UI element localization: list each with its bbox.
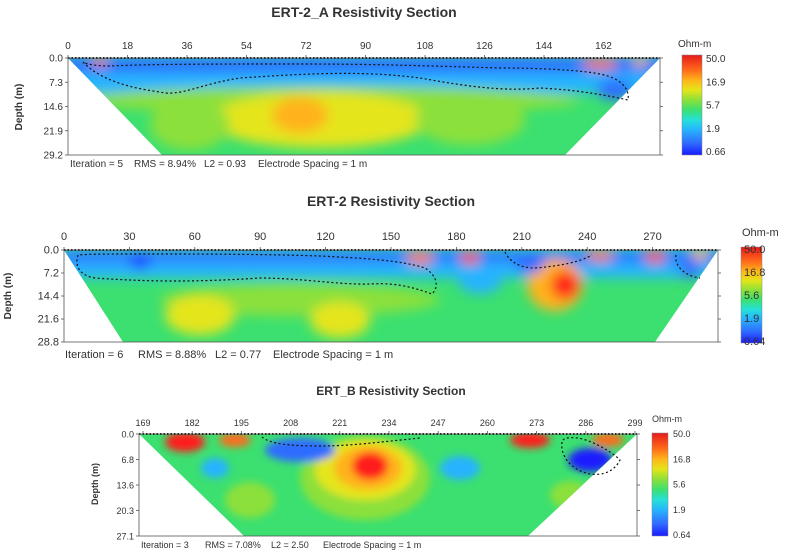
x-tick-label: 273	[529, 418, 544, 428]
x-tick-label: 221	[332, 418, 347, 428]
x-tick-label: 234	[381, 418, 396, 428]
colorbar: Ohm-m 50.0 16.8 5.6 1.9 0.64	[651, 414, 691, 540]
y-tick-label: 21.6	[38, 314, 59, 326]
colorbar-tick-label: 50.0	[744, 244, 765, 256]
x-tick-label: 0	[61, 231, 67, 243]
y-axis-label: Depth (m)	[3, 273, 14, 320]
colorbar-tick-label: 16.8	[744, 267, 765, 279]
x-tick-label: 208	[283, 418, 298, 428]
colorbar-tick-label: 5.6	[673, 480, 686, 490]
y-tick-label: 14.4	[38, 291, 59, 303]
iteration-label: Iteration = 6	[65, 349, 123, 361]
iteration-label: Iteration = 5	[70, 159, 124, 170]
x-tick-label: 299	[627, 418, 642, 428]
x-tick-label: 30	[123, 231, 135, 243]
y-axis-label: Depth (m)	[14, 84, 25, 131]
electrode-spacing-label: Electrode Spacing = 1 m	[258, 159, 367, 170]
rms-label: RMS = 8.94%	[134, 159, 196, 170]
axis-ticks: 0 18 36 54 72 90 108 126 144 162 0.0 7.3 14.6 21.9 29.…	[44, 41, 663, 162]
chart-title: ERT-2_A Resistivity Section	[271, 4, 456, 20]
resistivity-image	[139, 434, 637, 536]
x-tick-label: 210	[513, 231, 531, 243]
x-tick-label: 247	[431, 418, 446, 428]
x-tick-label: 36	[181, 41, 193, 52]
colorbar-tick-label: 0.64	[744, 336, 765, 348]
x-tick-label: 108	[417, 41, 434, 52]
x-tick-label: 18	[122, 41, 134, 52]
electrode-spacing-label: Electrode Spacing = 1 m	[273, 349, 393, 361]
x-tick-label: 180	[447, 231, 465, 243]
colorbar-tick-label: 0.64	[673, 530, 691, 540]
colorbar-tick-label: 1.9	[673, 505, 686, 515]
x-tick-label: 72	[300, 41, 312, 52]
y-tick-label: 7.3	[49, 78, 63, 89]
y-tick-label: 28.8	[38, 337, 59, 349]
x-tick-label: 150	[382, 231, 400, 243]
y-tick-label: 7.2	[44, 268, 59, 280]
colorbar-unit: Ohm-m	[652, 414, 682, 424]
y-tick-label: 14.6	[44, 102, 64, 113]
y-tick-label: 0.0	[49, 54, 63, 65]
colorbar-tick-label: 50.0	[706, 54, 726, 65]
x-tick-label: 260	[480, 418, 495, 428]
x-tick-label: 60	[189, 231, 201, 243]
colorbar-tick-label: 5.6	[744, 290, 759, 302]
x-tick-label: 126	[476, 41, 493, 52]
l2-label: L2 = 2.50	[271, 540, 309, 550]
footer: Iteration = 5 RMS = 8.94% L2 = 0.93 Elec…	[70, 159, 367, 170]
colorbar-tick-label: 1.9	[706, 124, 720, 135]
x-tick-label: 54	[241, 41, 253, 52]
x-tick-label: 270	[643, 231, 661, 243]
y-tick-label: 29.2	[44, 151, 64, 162]
colorbar-unit: Ohm-m	[678, 39, 711, 50]
chart-title: ERT-2 Resistivity Section	[307, 193, 475, 209]
colorbar-tick-label: 1.9	[744, 313, 759, 325]
footer: Iteration = 3 RMS = 7.08% L2 = 2.50 Elec…	[141, 540, 421, 550]
y-tick-label: 0.0	[121, 430, 134, 440]
y-tick-label: 21.9	[44, 126, 64, 137]
y-tick-label: 13.6	[116, 481, 134, 491]
y-tick-label: 6.8	[121, 455, 134, 465]
rms-label: RMS = 7.08%	[205, 540, 261, 550]
resistivity-image	[68, 58, 660, 155]
x-tick-label: 240	[578, 231, 596, 243]
section-ert-2: ERT-2 Resistivity Section	[3, 193, 779, 361]
l2-label: L2 = 0.93	[204, 159, 246, 170]
colorbar-tick-label: 16.8	[673, 454, 691, 464]
section-ert-2a: ERT-2_A Resistivity Section 0 18 36 5	[14, 4, 726, 170]
x-tick-label: 195	[234, 418, 249, 428]
colorbar-unit: Ohm-m	[742, 227, 779, 239]
l2-label: L2 = 0.77	[215, 349, 261, 361]
colorbar-tick-label: 50.0	[673, 429, 691, 439]
x-tick-label: 144	[536, 41, 553, 52]
x-tick-label: 90	[360, 41, 372, 52]
iteration-label: Iteration = 3	[141, 540, 189, 550]
rms-label: RMS = 8.88%	[138, 349, 206, 361]
y-tick-label: 27.1	[116, 532, 134, 542]
electrode-spacing-label: Electrode Spacing = 1 m	[323, 540, 421, 550]
colorbar: Ohm-m 50.0 16.9 5.7 1.9 0.66	[678, 39, 726, 158]
x-tick-label: 90	[254, 231, 266, 243]
colorbar-tick-label: 16.9	[706, 77, 726, 88]
x-tick-label: 162	[595, 41, 612, 52]
colorbar-tick-label: 0.66	[706, 147, 726, 158]
chart-title: ERT_B Resistivity Section	[316, 384, 465, 398]
colorbar: Ohm-m 50.0 16.8 5.6 1.9 0.64	[740, 227, 779, 348]
x-tick-label: 0	[65, 41, 71, 52]
x-tick-label: 120	[316, 231, 334, 243]
axis-ticks: 169 182 195 208 221 234 247 260 273 286 299 0.0 6.8 1…	[116, 418, 642, 542]
footer: Iteration = 6 RMS = 8.88% L2 = 0.77 Elec…	[65, 349, 393, 361]
resistivity-image	[64, 250, 718, 342]
section-ert-b: ERT_B Resistivity Section	[90, 384, 691, 550]
axis-ticks: 0 30 60 90 120 150 180 210 240 270 0.0 7.2 14.4 21.6 2…	[38, 231, 721, 349]
y-tick-label: 20.3	[116, 506, 134, 516]
colorbar-tick-label: 5.7	[706, 101, 720, 112]
x-tick-label: 286	[578, 418, 593, 428]
y-tick-label: 0.0	[44, 245, 59, 257]
y-axis-label: Depth (m)	[90, 463, 100, 505]
x-tick-label: 169	[135, 418, 150, 428]
x-tick-label: 182	[185, 418, 200, 428]
